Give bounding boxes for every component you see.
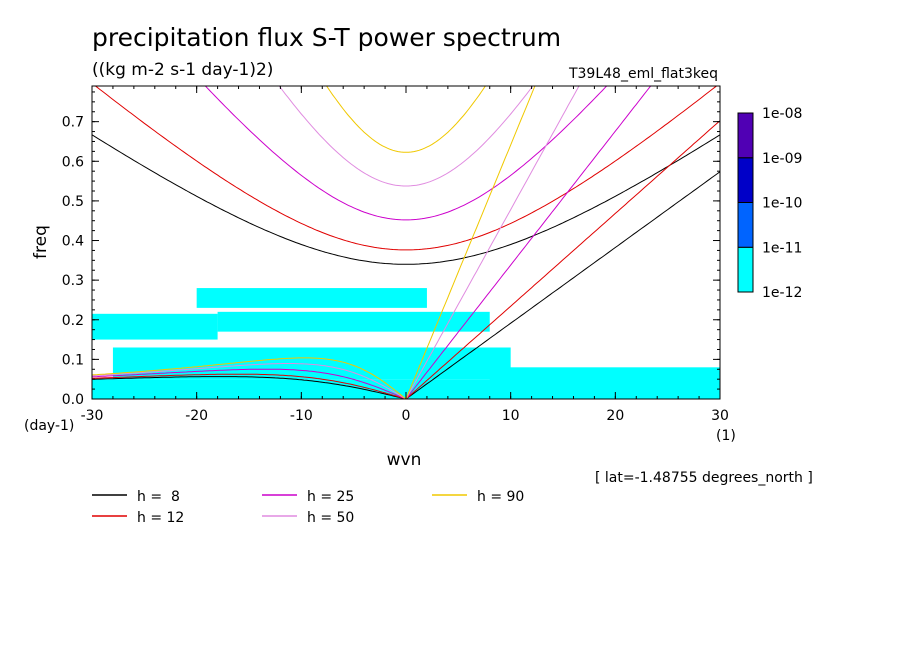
location-label: [ lat=-1.48755 degrees_north ] bbox=[595, 470, 813, 486]
chart-units: ((kg m-2 s-1 day-1)2) bbox=[92, 60, 273, 80]
y-tick-label: 0.7 bbox=[62, 115, 84, 131]
colorbar-segment bbox=[737, 246, 754, 293]
curve-kelvin-h90 bbox=[405, 86, 536, 399]
curve-igw-h50 bbox=[278, 86, 534, 187]
shaded-region-1 bbox=[92, 313, 218, 340]
y-tick-label: 0.2 bbox=[62, 313, 84, 329]
x-axis: -30 -20 -10 0 10 20 30 bbox=[81, 86, 729, 424]
y-tick-label: 0.3 bbox=[62, 273, 84, 289]
curve-kelvin-h12 bbox=[405, 120, 720, 399]
curve-rossby-h90 bbox=[92, 357, 407, 399]
shaded-region-4 bbox=[196, 288, 427, 308]
curve-igw-h12 bbox=[94, 86, 718, 251]
y-tick-label: 0.1 bbox=[62, 352, 84, 368]
y-tick-label: 0.5 bbox=[62, 194, 84, 210]
x-tick-label: -10 bbox=[290, 408, 313, 424]
y-tick-label: 0.0 bbox=[62, 392, 84, 408]
colorbar-label: 1e-12 bbox=[762, 285, 802, 301]
curve-kelvin-h25 bbox=[405, 86, 652, 399]
colorbar-segment bbox=[737, 112, 754, 159]
curve-kelvin-h50 bbox=[405, 86, 580, 399]
legend-label: h = 8 bbox=[137, 489, 180, 505]
curve-igw-h8 bbox=[92, 134, 720, 265]
legend-label: h = 50 bbox=[307, 510, 354, 526]
y-tick-label: 0.6 bbox=[62, 154, 84, 170]
legend: h = 8 h = 12 h = 25 h = 50 h = 90 bbox=[92, 489, 524, 526]
x-tick-label: 10 bbox=[502, 408, 520, 424]
shaded-region-2 bbox=[112, 347, 511, 380]
x-tick-label: -20 bbox=[185, 408, 208, 424]
y-axis: 0.0 0.1 0.2 0.3 0.4 0.5 0.6 0.7 bbox=[62, 91, 720, 408]
shaded-region-5 bbox=[489, 367, 720, 399]
curve-rossby-h25 bbox=[92, 368, 407, 399]
y-tick-label: 0.4 bbox=[62, 234, 84, 250]
colorbar: 1e-12 1e-11 1e-10 1e-09 1e-08 bbox=[737, 106, 802, 301]
x-unit-label: (1) bbox=[716, 428, 736, 444]
legend-label: h = 90 bbox=[477, 489, 524, 505]
curve-rossby-h50 bbox=[92, 363, 407, 399]
plot-area: -30 -20 -10 0 10 20 30 0.00.10.20.30.40.50.60.… bbox=[62, 85, 729, 424]
y-axis-label: freq bbox=[31, 225, 51, 259]
curve-igw-h90 bbox=[326, 86, 486, 153]
shaded-region-3 bbox=[217, 311, 490, 332]
run-label: T39L48_eml_flat3keq bbox=[568, 66, 718, 82]
colorbar-label: 1e-11 bbox=[762, 240, 802, 256]
colorbar-label: 1e-10 bbox=[762, 196, 802, 212]
y-unit-label: (day-1) bbox=[24, 418, 74, 434]
curve-igw-h25 bbox=[204, 86, 608, 221]
x-tick-label: 20 bbox=[606, 408, 624, 424]
curve-rossby-h8 bbox=[92, 376, 407, 399]
shaded-regions bbox=[92, 288, 720, 399]
legend-label: h = 12 bbox=[137, 510, 184, 526]
colorbar-segment bbox=[737, 157, 754, 203]
legend-label: h = 25 bbox=[307, 489, 354, 505]
colorbar-label: 1e-09 bbox=[762, 151, 802, 167]
curve-rossby-h12 bbox=[92, 373, 407, 399]
x-tick-label: 0 bbox=[402, 408, 411, 424]
x-axis-label: wvn bbox=[387, 450, 422, 470]
curve-kelvin-h8 bbox=[405, 171, 720, 399]
x-tick-label: 30 bbox=[711, 408, 729, 424]
colorbar-segment bbox=[737, 202, 754, 248]
dispersion-curves bbox=[92, 86, 720, 399]
chart-title: precipitation flux S-T power spectrum bbox=[92, 23, 561, 52]
colorbar-label: 1e-08 bbox=[762, 106, 802, 122]
x-tick-label: -30 bbox=[81, 408, 104, 424]
